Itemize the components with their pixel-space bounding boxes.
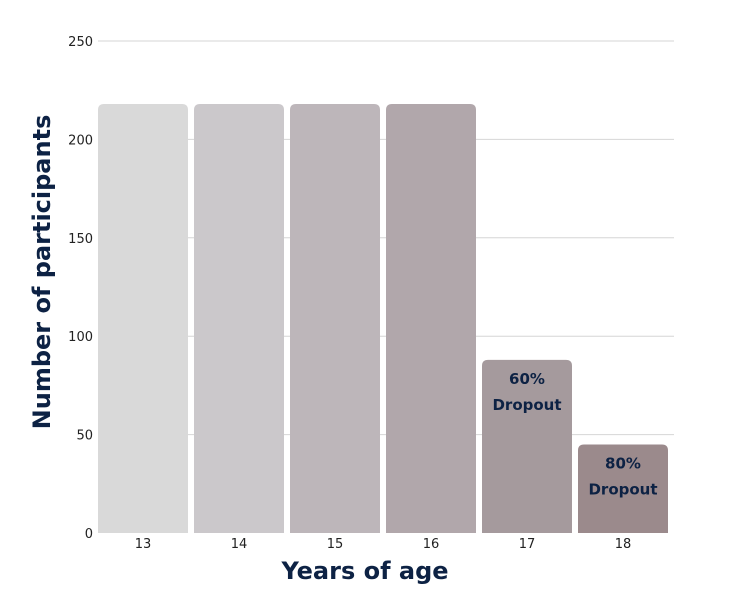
annotation-line: 80% <box>605 454 641 472</box>
x-tick-label: 13 <box>135 537 152 552</box>
bar-14 <box>194 103 284 533</box>
bar-annotations: 60% Dropout 80% Dropout <box>492 370 657 499</box>
bar-annotation-18: 80% Dropout <box>588 454 657 498</box>
y-axis-ticks: 0 50 100 150 200 250 <box>68 35 93 542</box>
bar-18 <box>578 444 668 533</box>
y-tick-label: 200 <box>68 133 93 148</box>
y-tick-label: 0 <box>85 527 93 542</box>
x-tick-label: 17 <box>519 537 536 552</box>
bar-13 <box>98 103 188 533</box>
x-axis-title: Years of age <box>280 557 448 585</box>
x-tick-label: 15 <box>327 537 344 552</box>
x-tick-label: 16 <box>423 537 440 552</box>
bar-17 <box>482 359 572 533</box>
bar-16 <box>386 103 476 533</box>
y-tick-label: 250 <box>68 35 93 50</box>
annotation-line: 60% <box>509 370 545 388</box>
annotation-line: Dropout <box>588 480 657 498</box>
x-tick-label: 14 <box>231 537 248 552</box>
bars <box>98 103 668 533</box>
bar-15 <box>290 103 380 533</box>
y-axis-title: Number of participants <box>28 115 56 430</box>
y-tick-label: 150 <box>68 232 93 247</box>
x-tick-label: 18 <box>615 537 632 552</box>
bar-annotation-17: 60% Dropout <box>492 370 561 414</box>
x-axis-ticks: 13 14 15 16 17 18 <box>135 537 632 552</box>
annotation-line: Dropout <box>492 396 561 414</box>
y-tick-label: 100 <box>68 330 93 345</box>
y-tick-label: 50 <box>76 429 93 444</box>
